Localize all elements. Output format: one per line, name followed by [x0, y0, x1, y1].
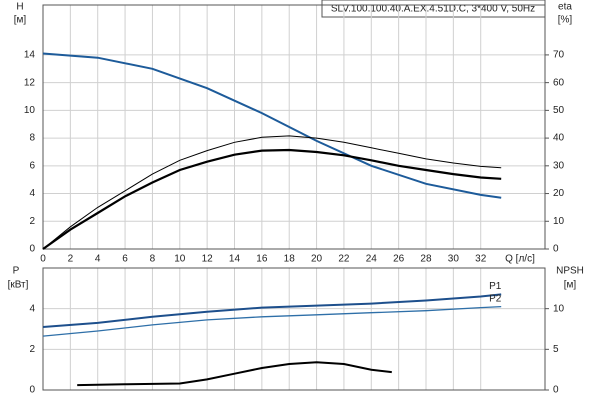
y-axis-label: H: [16, 2, 23, 13]
x-tick-label: 24: [366, 254, 378, 265]
plot-frame: [42, 267, 546, 391]
y-tick-label: 4: [29, 188, 35, 199]
x-tick-label: 6: [122, 254, 128, 265]
x-tick-label: 10: [174, 254, 186, 265]
curve: [42, 52, 502, 199]
x-tick-label: 12: [202, 254, 214, 265]
y-axis-label: P: [13, 266, 20, 277]
y-tick-label: 2: [29, 216, 35, 227]
y-tick-label: 0: [29, 385, 35, 396]
x-tick-label: 8: [150, 254, 156, 265]
x-tick-label: 20: [311, 254, 323, 265]
y-tick-label: 14: [24, 50, 36, 61]
y2-axis-unit: [%]: [558, 15, 573, 26]
x-tick-label: 26: [393, 254, 405, 265]
y2-tick-label: 50: [553, 105, 565, 116]
x-tick-label: 32: [475, 254, 487, 265]
y-tick-label: 6: [29, 160, 35, 171]
y-tick-label: 8: [29, 133, 35, 144]
y2-tick-label: 70: [553, 50, 565, 61]
y2-tick-label: 10: [553, 216, 565, 227]
x-tick-label: 22: [338, 254, 350, 265]
y2-tick-label: 30: [553, 160, 565, 171]
x-tick-label: 16: [256, 254, 268, 265]
y2-tick-label: 40: [553, 133, 565, 144]
x-axis-label: Q [л/с]: [505, 254, 535, 265]
y2-tick-label: 5: [553, 344, 559, 355]
plot-frame: [42, 4, 546, 250]
y2-tick-label: 20: [553, 188, 565, 199]
y-tick-label: 10: [24, 105, 36, 116]
x-tick-label: 2: [68, 254, 74, 265]
curve: [42, 135, 502, 250]
curve: [42, 148, 502, 250]
y2-tick-label: 60: [553, 77, 565, 88]
chart-title: SLV.100.100.40.A.EX.4.51D.C, 3*400 V, 50…: [331, 4, 535, 15]
x-tick-label: 14: [229, 254, 241, 265]
x-tick-label: 18: [284, 254, 296, 265]
y-tick-label: 4: [29, 303, 35, 314]
x-tick-label: 4: [95, 254, 101, 265]
y-axis-unit: [кВт]: [8, 280, 29, 291]
y-tick-label: 12: [24, 77, 36, 88]
series-label: P1: [489, 281, 502, 292]
y-tick-label: 2: [29, 344, 35, 355]
curve: [77, 361, 392, 387]
y2-axis-unit: [м]: [564, 280, 577, 291]
y2-tick-label: 0: [553, 385, 559, 396]
y2-tick-label: 0: [553, 244, 559, 255]
x-tick-label: 28: [420, 254, 432, 265]
curve: [42, 305, 502, 337]
y2-axis-label: eta: [558, 2, 572, 13]
y-axis-unit: [м]: [14, 15, 27, 26]
y-tick-label: 0: [29, 244, 35, 255]
curve: [42, 293, 502, 328]
series-label: P2: [489, 293, 502, 304]
y2-axis-label: NPSH: [556, 266, 584, 277]
x-tick-label: 0: [40, 254, 46, 265]
x-tick-label: 30: [448, 254, 460, 265]
y2-tick-label: 10: [553, 303, 565, 314]
